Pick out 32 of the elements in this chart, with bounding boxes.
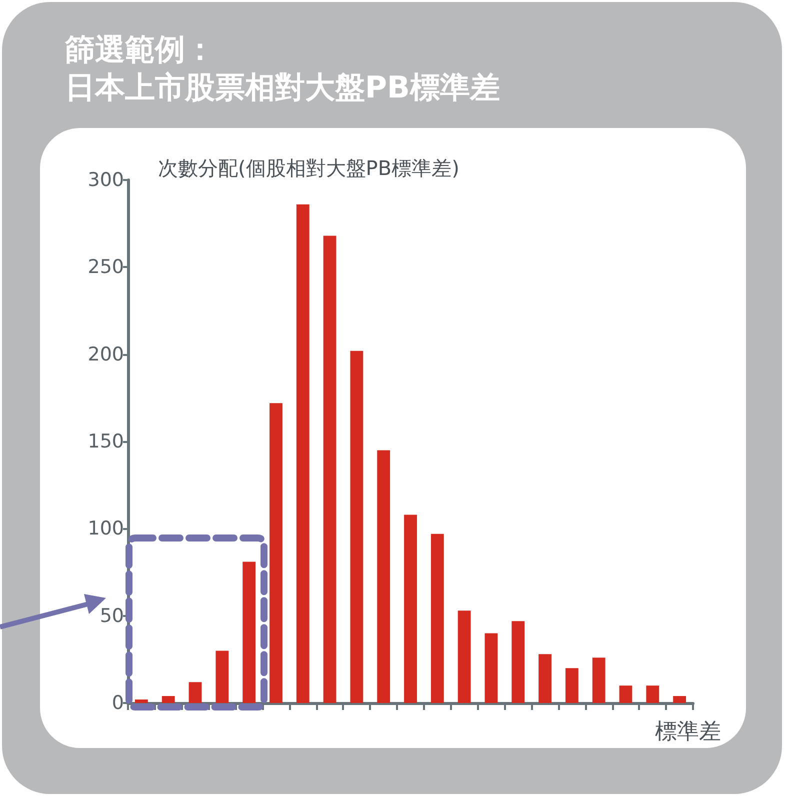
bar	[458, 610, 471, 703]
y-axis-title: 次數分配(個股相對大盤PB標準差)	[158, 156, 460, 180]
bar	[512, 621, 525, 703]
y-tick-label: 300	[88, 169, 124, 191]
bar	[162, 696, 175, 703]
bar	[134, 700, 148, 703]
bar	[538, 654, 552, 703]
bar	[350, 350, 364, 703]
y-tick-label: 100	[88, 518, 124, 540]
bar	[430, 534, 444, 703]
bar	[404, 514, 417, 703]
bar	[242, 562, 256, 703]
bar	[592, 658, 606, 703]
chart-title: 篩選範例：	[64, 32, 215, 68]
bar	[565, 668, 578, 703]
x-axis-title: 標準差	[655, 720, 721, 744]
bar	[296, 204, 310, 703]
y-tick-label: 150	[88, 430, 124, 452]
bar	[323, 236, 336, 703]
bar	[646, 686, 660, 703]
bar	[216, 650, 229, 703]
bar	[484, 633, 498, 703]
y-tick-label: 250	[88, 256, 124, 278]
bar	[673, 696, 686, 703]
chart-subtitle: 日本上市股票相對大盤PB標準差	[65, 70, 500, 106]
y-tick-label: 0	[112, 692, 124, 714]
bar	[619, 686, 632, 703]
bar	[188, 682, 202, 703]
bar	[270, 403, 282, 703]
y-tick-label: 50	[100, 604, 124, 627]
y-tick-label: 200	[88, 343, 124, 366]
bar	[377, 450, 390, 703]
